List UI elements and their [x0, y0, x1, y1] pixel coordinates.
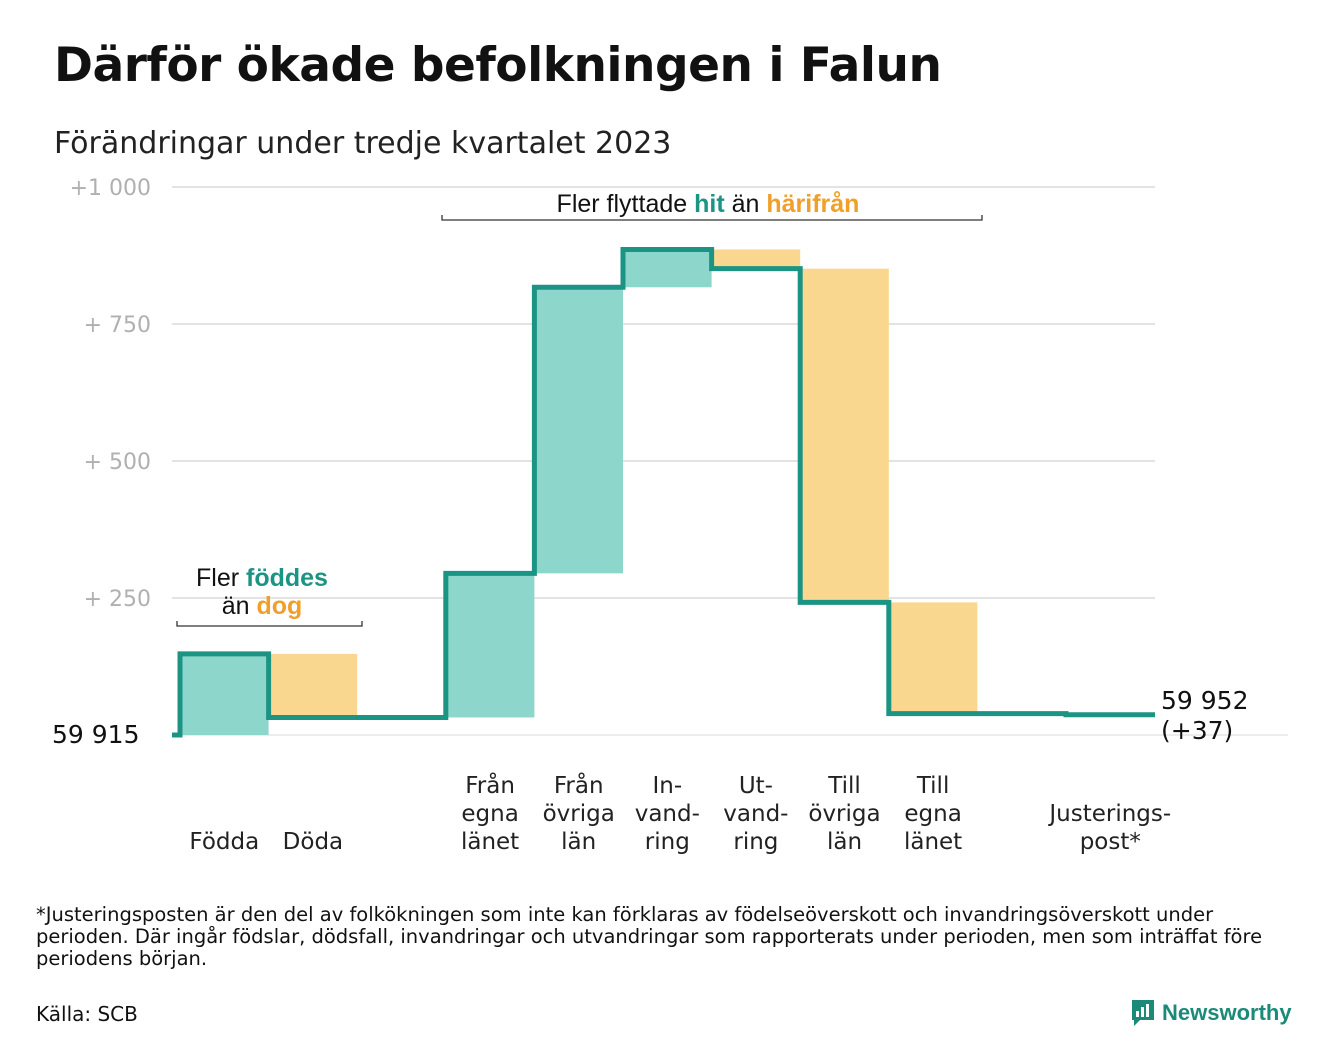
annotation-bracket-0	[176, 621, 363, 627]
chart-title: Därför ökade befolkningen i Falun	[54, 38, 942, 93]
bar-5	[623, 249, 712, 288]
category-label-5: In-vand-ring	[635, 773, 700, 855]
brand-logo: Newsworthy	[1130, 998, 1292, 1028]
category-label-0: Födda	[189, 829, 259, 855]
y-tick-label-0: +1 000	[70, 176, 151, 201]
waterfall-chart: +1 000 + 750 + 500 + 250 Födda Döda Från egna lä…	[52, 176, 1288, 855]
start-value-label: 59 915	[52, 720, 139, 749]
category-label-10: Justerings-post*	[1047, 801, 1171, 855]
category-label-8: Till egna länet	[904, 773, 962, 855]
chart-subtitle: Förändringar under tredje kvartalet 2023	[54, 126, 672, 161]
source-note: Källa: SCB	[36, 1002, 138, 1026]
y-tick-label-2: + 500	[84, 450, 151, 475]
annotation-0-line-1: än dog	[222, 592, 303, 620]
bar-7	[800, 268, 889, 603]
category-label-6: Ut-vand-ring	[723, 773, 788, 855]
bar-3	[445, 573, 535, 718]
end-value-label: 59 952 (+37)	[1161, 686, 1248, 745]
bar-6	[711, 249, 801, 269]
footnote: *Justeringsposten är den del av folkökni…	[36, 903, 1263, 970]
y-tick-label-3: + 250	[84, 587, 151, 612]
bar-0	[180, 653, 269, 735]
category-label-4: Från övriga län	[543, 771, 615, 855]
cumulative-step-line	[172, 246, 1155, 738]
bar-1	[268, 653, 358, 718]
category-label-3: Från egna länet	[461, 771, 519, 855]
bar-4	[534, 287, 623, 574]
brand-name: Newsworthy	[1162, 1000, 1292, 1025]
annotation-bracket-1	[441, 215, 983, 221]
newsworthy-logo-icon	[1132, 1000, 1154, 1026]
annotation-0-line-0: Fler föddes	[196, 564, 328, 592]
bar-8	[888, 602, 978, 714]
y-tick-label-1: + 750	[84, 313, 151, 338]
category-label-7: Till övriga län	[808, 773, 880, 855]
annotation-1-line-0: Fler flyttade hit än härifrån	[557, 190, 860, 218]
category-label-1: Döda	[283, 829, 343, 855]
